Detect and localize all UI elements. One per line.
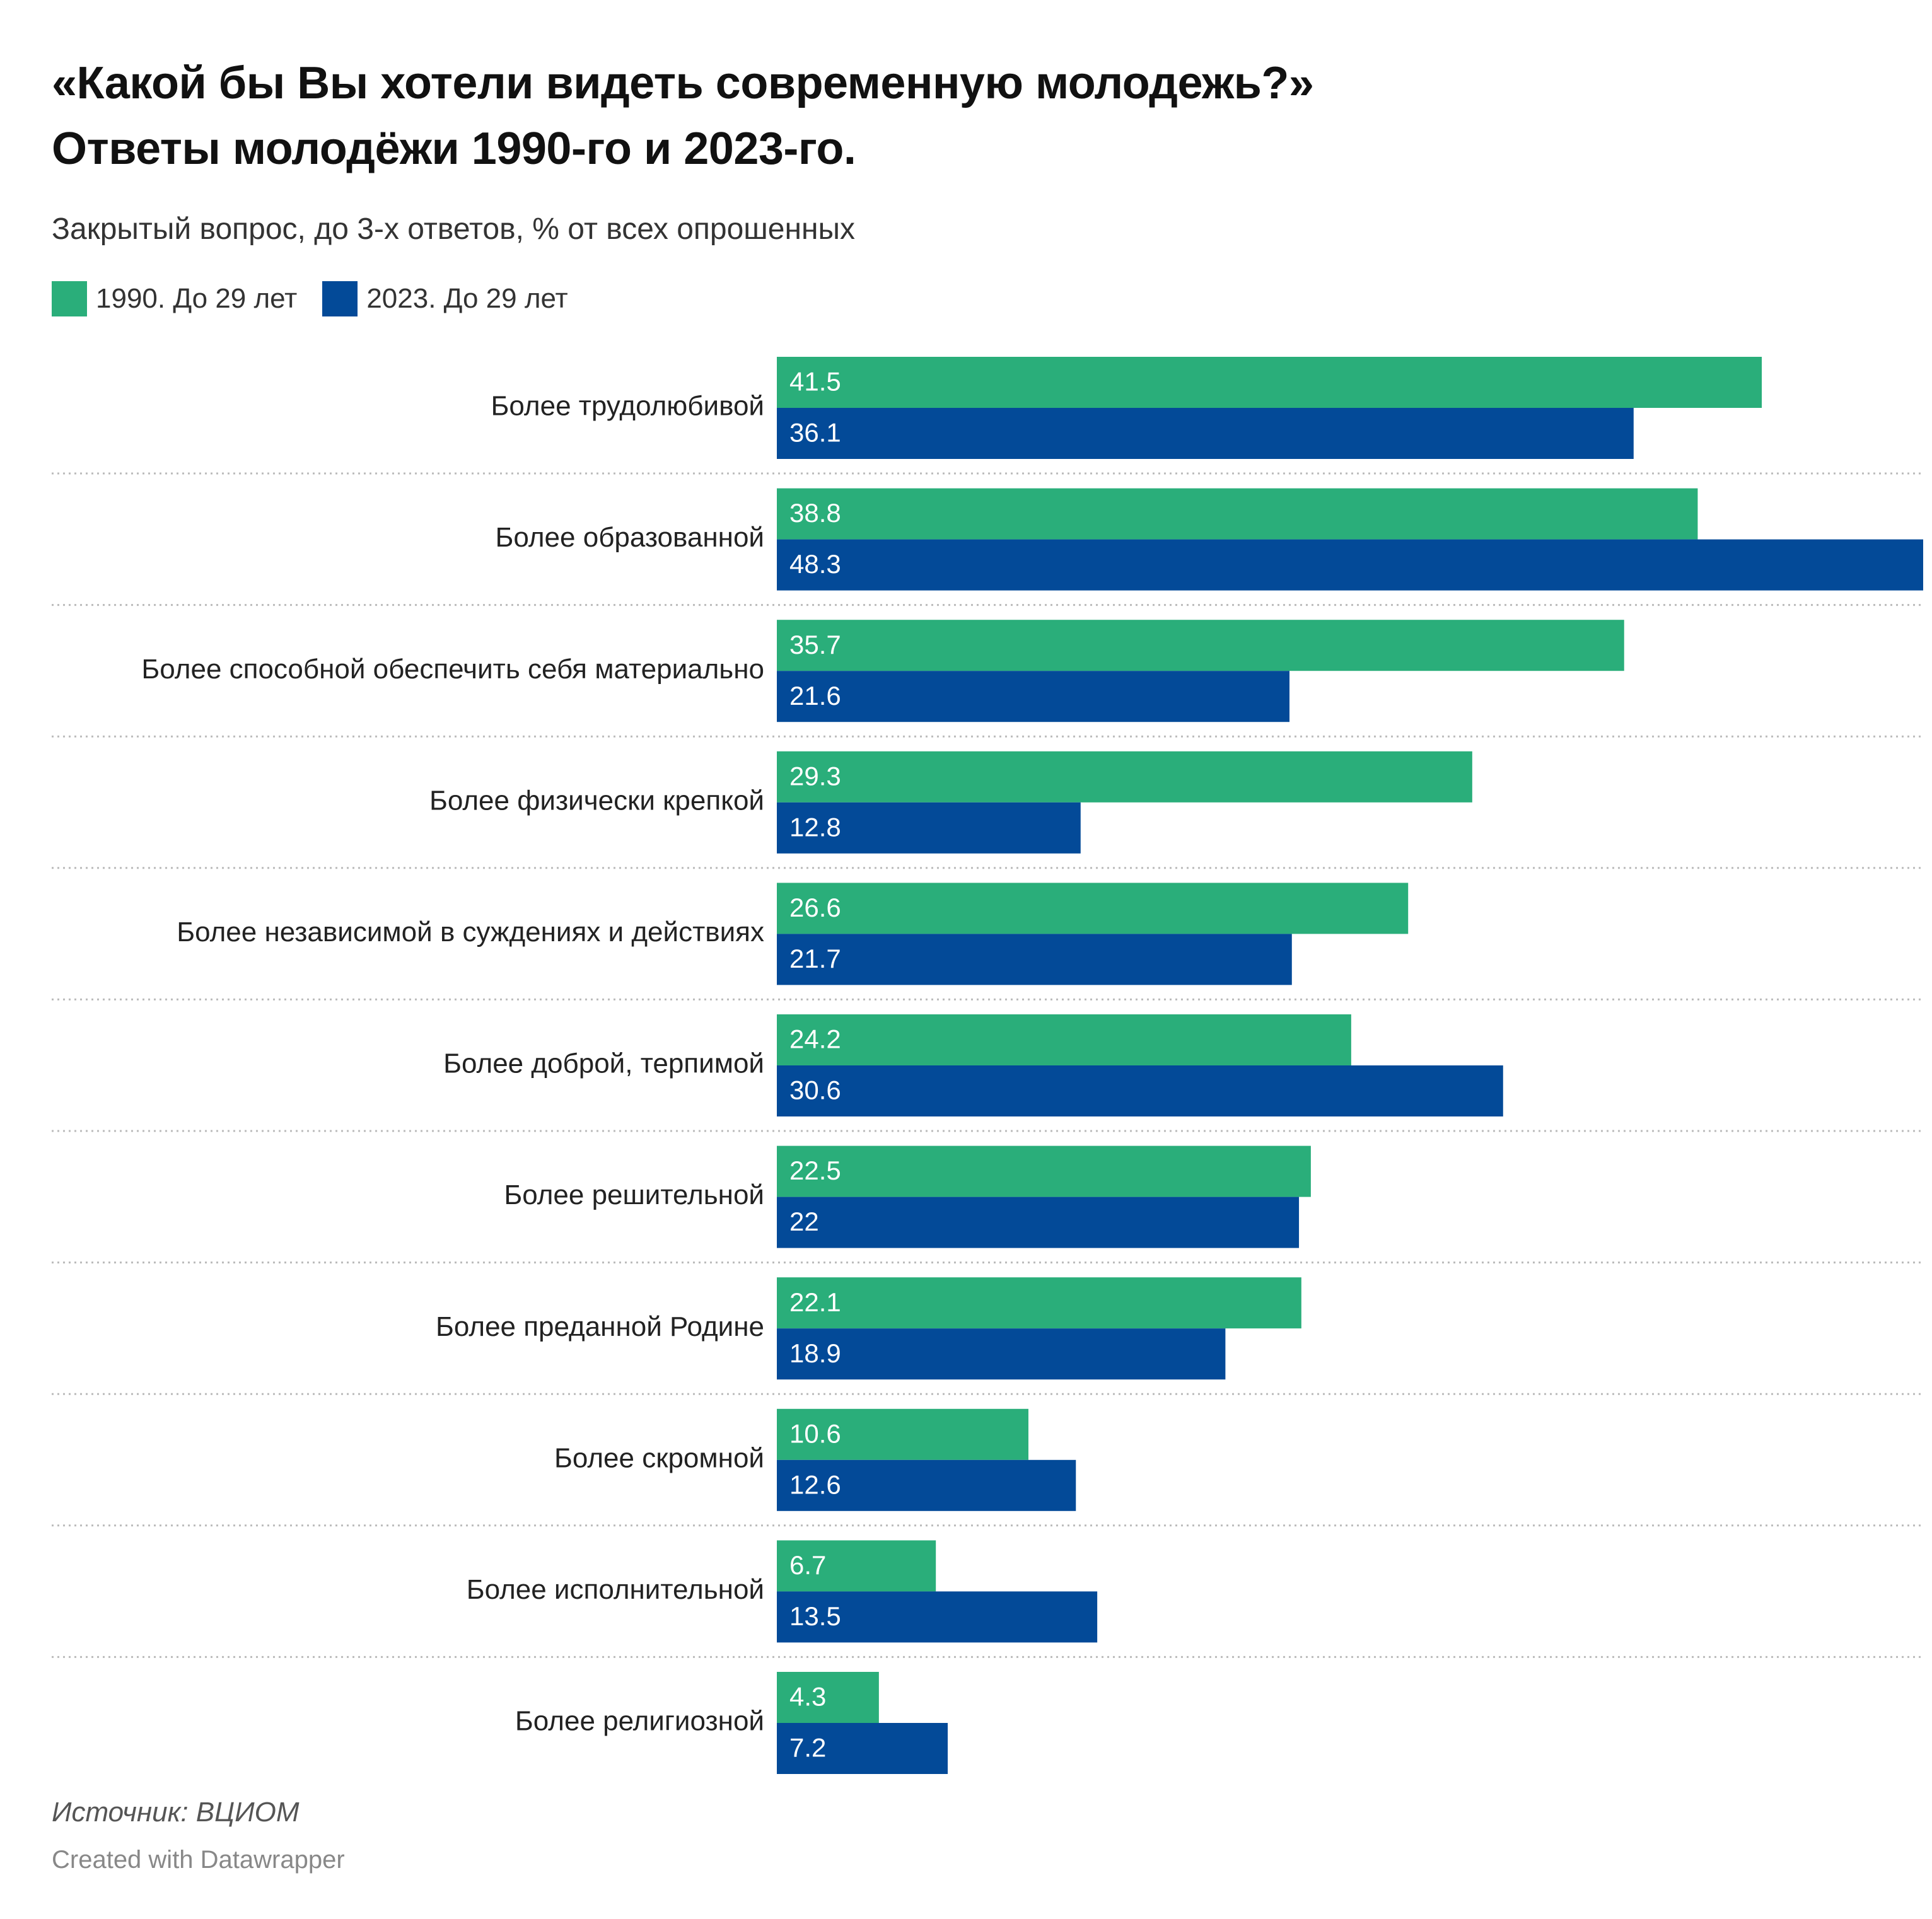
value-label-2023: 30.6 <box>789 1075 841 1105</box>
value-label-1990: 41.5 <box>789 367 841 397</box>
category-label: Более преданной Родине <box>436 1311 764 1342</box>
value-label-1990: 4.3 <box>789 1682 826 1712</box>
category-label: Более исполнительной <box>467 1574 764 1605</box>
category-label: Более решительной <box>504 1180 764 1210</box>
category-label: Более доброй, терпимой <box>443 1048 764 1079</box>
category-label: Более способной обеспечить себя материал… <box>141 654 764 685</box>
legend-swatch-1990 <box>52 281 87 316</box>
chart-subtitle: Закрытый вопрос, до 3-х ответов, % от вс… <box>52 212 855 246</box>
value-label-2023: 36.1 <box>789 418 841 448</box>
value-label-2023: 48.3 <box>789 549 841 579</box>
legend-item-2023: 2023. До 29 лет <box>322 281 568 316</box>
value-label-2023: 12.8 <box>789 812 841 842</box>
legend-swatch-2023 <box>322 281 358 316</box>
bar-1990 <box>777 1014 1351 1065</box>
bar-2023 <box>777 1065 1503 1116</box>
legend-label-2023: 2023. До 29 лет <box>366 283 568 314</box>
bar-2023 <box>777 1591 1098 1643</box>
category-label: Более образованной <box>496 522 765 553</box>
value-label-1990: 29.3 <box>789 761 841 791</box>
value-label-1990: 22.5 <box>789 1156 841 1185</box>
bar-2023 <box>777 1328 1226 1380</box>
value-label-1990: 10.6 <box>789 1418 841 1448</box>
bar-1990 <box>777 1277 1301 1329</box>
bar-2023 <box>777 1197 1300 1248</box>
category-label: Более трудолюбивой <box>491 391 764 422</box>
value-label-1990: 24.2 <box>789 1024 841 1054</box>
value-label-1990: 35.7 <box>789 630 841 659</box>
value-label-2023: 21.7 <box>789 944 841 973</box>
category-label: Более независимой в суждениях и действия… <box>177 917 764 948</box>
value-label-1990: 6.7 <box>789 1550 826 1580</box>
bar-1990 <box>777 1672 879 1723</box>
value-label-2023: 7.2 <box>789 1733 826 1763</box>
bar-1990 <box>777 1145 1311 1197</box>
bar-1990 <box>777 1408 1028 1460</box>
category-label: Более скромной <box>554 1442 764 1473</box>
value-label-2023: 13.5 <box>789 1601 841 1631</box>
credit-note: Created with Datawrapper <box>52 1846 345 1874</box>
value-label-1990: 38.8 <box>789 498 841 528</box>
bar-1990 <box>777 357 1762 408</box>
legend-label-1990: 1990. До 29 лет <box>96 283 298 314</box>
chart-title-line-1: «Какой бы Вы хотели видеть современную м… <box>52 58 1314 108</box>
legend: 1990. До 29 лет 2023. До 29 лет <box>52 280 593 318</box>
value-label-1990: 22.1 <box>789 1287 841 1317</box>
bar-1990 <box>777 751 1472 803</box>
value-label-2023: 18.9 <box>789 1338 841 1368</box>
bar-2023 <box>777 539 1923 591</box>
source-note: Источник: ВЦИОМ <box>52 1797 300 1828</box>
bar-2023 <box>777 934 1292 985</box>
bar-2023 <box>777 671 1290 722</box>
bar-2023 <box>777 802 1081 854</box>
bar-1990 <box>777 883 1409 934</box>
value-label-2023: 12.6 <box>789 1470 841 1499</box>
chart-title-line-2: Ответы молодёжи 1990-го и 2023-го. <box>52 124 856 174</box>
legend-item-1990: 1990. До 29 лет <box>52 281 297 316</box>
value-label-2023: 22 <box>789 1207 819 1236</box>
bar-1990 <box>777 1540 936 1592</box>
value-label-1990: 26.6 <box>789 893 841 922</box>
bar-2023 <box>777 1723 948 1774</box>
category-label: Более физически крепкой <box>429 785 764 816</box>
bar-1990 <box>777 488 1698 540</box>
bar-2023 <box>777 408 1634 459</box>
category-label: Более религиозной <box>515 1706 764 1737</box>
bar-2023 <box>777 1459 1076 1511</box>
value-label-2023: 21.6 <box>789 681 841 710</box>
bar-1990 <box>777 620 1624 671</box>
